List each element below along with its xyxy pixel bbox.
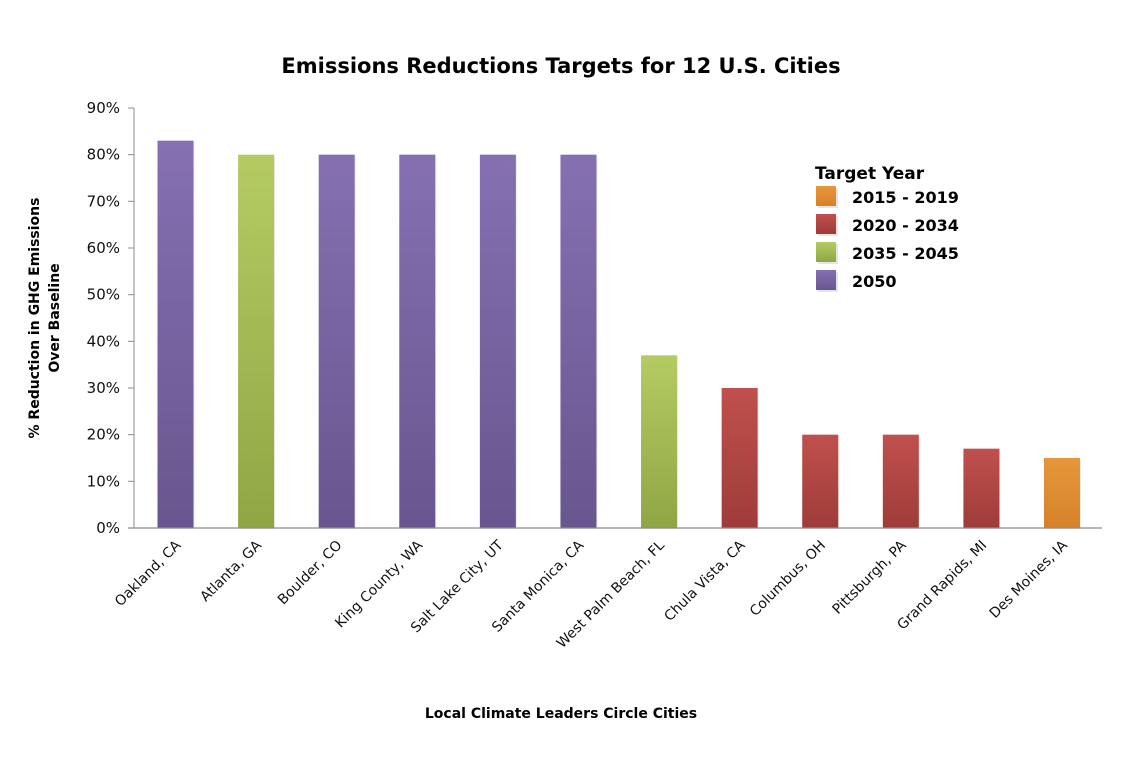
bar xyxy=(560,154,597,528)
x-tick-label: Grand Rapids, MI xyxy=(894,538,990,634)
chart-title: Emissions Reductions Targets for 12 U.S.… xyxy=(281,54,840,78)
bar xyxy=(641,355,678,528)
y-tick-label: 60% xyxy=(87,239,120,257)
legend-label: 2015 - 2019 xyxy=(852,188,959,207)
bar xyxy=(157,140,194,528)
x-tick-label: Des Moines, IA xyxy=(987,537,1071,621)
y-tick-label: 10% xyxy=(87,472,120,490)
x-tick-label: King County, WA xyxy=(332,537,426,631)
bar xyxy=(399,154,436,528)
x-axis-title: Local Climate Leaders Circle Cities xyxy=(425,706,697,722)
legend-swatch xyxy=(816,270,836,290)
bar xyxy=(882,434,919,528)
legend-label: 2020 - 2034 xyxy=(852,216,959,235)
bar xyxy=(802,434,839,528)
y-axis-title-line-1: % Reduction in GHG Emissions xyxy=(27,198,43,439)
legend-swatch xyxy=(816,242,836,262)
y-axis-title-line-2: Over Baseline xyxy=(47,263,63,372)
x-tick-label: Boulder, CO xyxy=(275,538,346,609)
bar xyxy=(721,388,758,528)
y-tick-label: 20% xyxy=(87,426,120,444)
legend-swatch xyxy=(816,214,836,234)
legend-swatch xyxy=(816,186,836,206)
y-tick-label: 90% xyxy=(87,99,120,117)
x-tick-label: Chula Vista, CA xyxy=(661,537,748,624)
y-tick-label: 0% xyxy=(96,519,120,537)
x-tick-label: Columbus, OH xyxy=(747,538,829,620)
bar xyxy=(1044,458,1080,528)
bar xyxy=(963,448,1000,528)
bar xyxy=(318,154,355,528)
bars xyxy=(157,140,1081,529)
y-tick-label: 70% xyxy=(87,192,120,210)
legend-title: Target Year xyxy=(815,164,925,184)
y-tick-label: 80% xyxy=(87,146,120,164)
x-tick-label: Pittsburgh, PA xyxy=(829,537,909,617)
legend: Target Year 2015 - 2019 2020 - 2034 2035 -… xyxy=(815,164,959,292)
x-tick-label: Oakland, CA xyxy=(112,537,185,610)
legend-label: 2050 xyxy=(852,272,897,291)
legend-label: 2035 - 2045 xyxy=(852,244,959,263)
y-tick-label: 40% xyxy=(87,332,120,350)
y-tick-label: 50% xyxy=(87,286,120,304)
bar xyxy=(238,154,275,528)
y-axis: 0% 10% 20% 30% 40% 50% 60% 70% 80% 90% xyxy=(87,99,135,537)
x-tick-label: Atlanta, GA xyxy=(197,537,265,605)
bar xyxy=(479,154,516,528)
y-tick-label: 30% xyxy=(87,379,120,397)
y-axis-title: % Reduction in GHG Emissions Over Baseli… xyxy=(27,198,63,439)
